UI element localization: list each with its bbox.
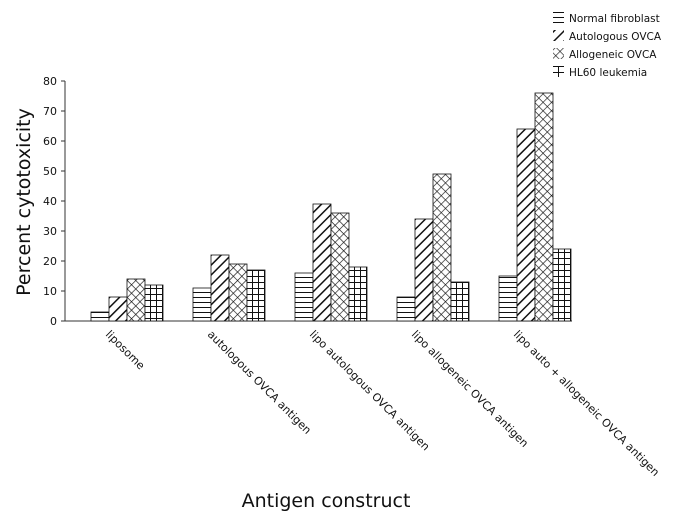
y-tick-label: 40 [43, 195, 57, 208]
x-tick-label: lipo autologous OVCA antigen [307, 328, 432, 453]
bar [450, 281, 470, 322]
bar [228, 263, 248, 322]
y-tick-label: 50 [43, 165, 57, 178]
y-tick-label: 10 [43, 285, 57, 298]
legend-label: HL60 leukemia [569, 67, 647, 79]
legend-swatch [553, 48, 564, 59]
legend-label: Allogeneic OVCA [569, 49, 657, 61]
bar [90, 311, 110, 322]
bar [246, 269, 266, 322]
bar [396, 296, 416, 322]
x-tick-label: autologous OVCA antigen [205, 328, 314, 437]
bar [210, 254, 230, 322]
x-tick-label: liposome [103, 328, 148, 373]
legend-swatch [553, 66, 564, 77]
bar [552, 248, 572, 322]
legend-swatch [553, 12, 564, 23]
y-tick-label: 30 [43, 225, 57, 238]
bar [534, 92, 554, 322]
x-axis-title: Antigen construct [242, 490, 411, 512]
x-tick-label: lipo allogeneic OVCA antigen [409, 328, 531, 450]
bar [192, 287, 212, 322]
legend-swatch [553, 30, 564, 41]
bar [144, 284, 164, 322]
bars-group [90, 92, 572, 322]
bar [414, 218, 434, 322]
legend: Normal fibroblast Autologous OVCA Allogene… [553, 12, 662, 79]
bar [312, 203, 332, 322]
y-axis-ticks: 0 10 20 30 40 50 60 70 80 [43, 75, 65, 328]
bar [294, 272, 314, 322]
y-tick-label: 80 [43, 75, 57, 88]
y-axis-title: Percent cytotoxicity [13, 108, 35, 296]
bar [348, 266, 368, 322]
y-tick-label: 70 [43, 105, 57, 118]
bar [126, 278, 146, 322]
y-tick-label: 20 [43, 255, 57, 268]
legend-label: Autologous OVCA [569, 31, 662, 43]
legend-label: Normal fibroblast [569, 13, 660, 25]
x-tick-label: lipo auto + allogeneic OVCA antigen [511, 328, 662, 479]
bar [108, 296, 128, 322]
bar [330, 212, 350, 322]
bar [498, 275, 518, 322]
y-tick-label: 0 [50, 315, 57, 328]
bar [516, 128, 536, 322]
y-tick-label: 60 [43, 135, 57, 148]
bar [432, 173, 452, 322]
